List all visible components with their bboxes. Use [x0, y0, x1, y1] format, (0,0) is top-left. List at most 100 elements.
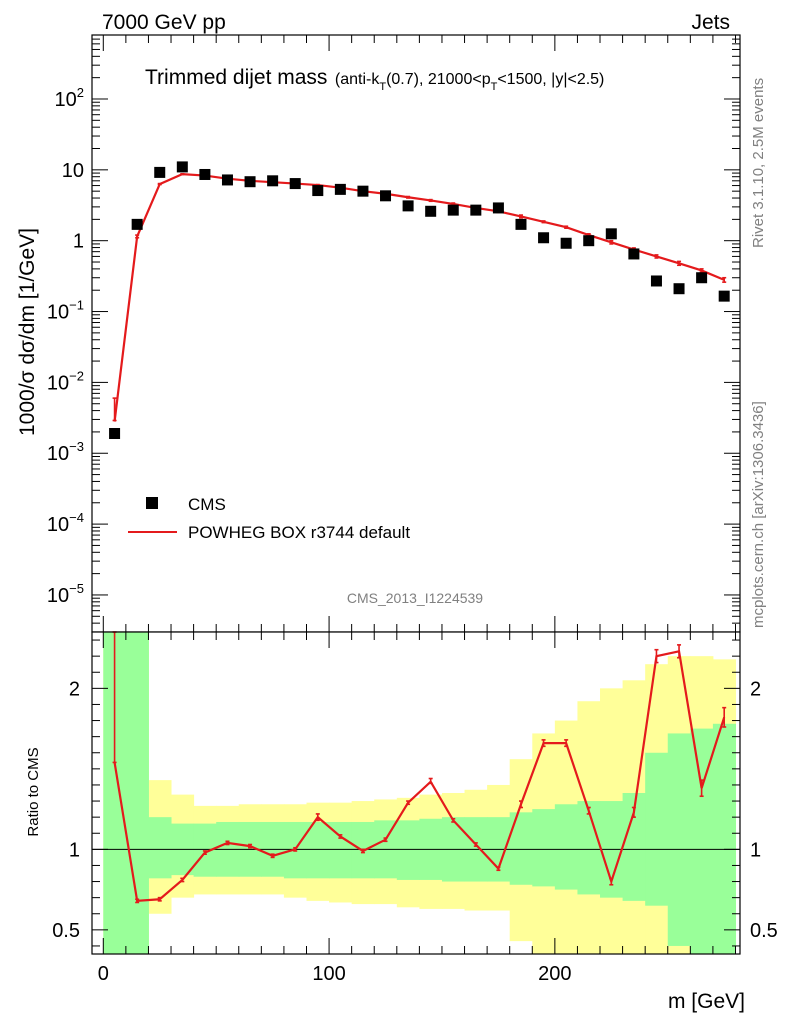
- main-y-tick-label: 10−1: [47, 298, 84, 324]
- cms-data-point: [402, 200, 414, 212]
- ratio-green-band: [148, 817, 172, 879]
- ratio-green-band: [125, 632, 149, 954]
- cms-data-point: [650, 275, 662, 287]
- ratio-green-band: [306, 821, 330, 879]
- main-y-tick-label-exp: 2: [77, 85, 84, 100]
- cms-data-point: [244, 176, 256, 188]
- legend-label-cms: CMS: [188, 495, 226, 514]
- ratio-y-tick-label-left: 2: [69, 678, 80, 700]
- cms-data-point: [447, 204, 459, 216]
- ratio-green-band: [193, 823, 217, 877]
- ratio-green-band: [396, 820, 420, 880]
- ratio-green-band: [329, 821, 353, 879]
- ratio-y-tick-label-left: 0.5: [52, 920, 80, 942]
- x-tick-label: 0: [98, 963, 109, 985]
- ratio-green-band: [103, 632, 127, 954]
- cms-data-point: [628, 248, 640, 260]
- ratio-panel: 0.5 0.5 1 1 2 2 0 100 200 Ratio to CMS m [GeV]: [25, 631, 778, 1013]
- ratio-green-band: [690, 728, 714, 954]
- main-y-axis-label: 1000/σ dσ/dm [1/GeV]: [16, 228, 39, 436]
- powheg-line: [113, 173, 725, 422]
- chart-title: Trimmed dijet mass (anti-kT(0.7), 21000<…: [145, 66, 604, 93]
- chart-title-sub-a: T: [379, 81, 386, 93]
- cms-data-point: [312, 185, 324, 197]
- main-y-tick-label-base: 10: [47, 372, 69, 394]
- cms-data-point: [673, 283, 685, 295]
- ratio-green-band: [645, 752, 669, 906]
- cms-data-point: [289, 178, 301, 190]
- chart-title-part-b: (0.7), 21000<p: [386, 71, 491, 88]
- ratio-green-band: [667, 733, 691, 946]
- ratio-green-band: [554, 804, 578, 890]
- cms-data-point: [696, 272, 708, 284]
- mcplots-label: mcplots.cern.ch [arXiv:1306.3436]: [750, 401, 767, 628]
- cms-data-point: [380, 190, 392, 202]
- cms-marker-series: [109, 161, 730, 439]
- header-right: Jets: [691, 11, 730, 34]
- main-plot-area: [92, 35, 740, 632]
- cms-data-point: [267, 175, 279, 187]
- cms-data-point: [425, 205, 437, 217]
- cms-data-point: [560, 237, 572, 249]
- cms-data-point: [109, 427, 121, 439]
- chart-title-part-c: <1500, |y|<2.5): [497, 71, 604, 88]
- main-y-tick-label-base: 1: [73, 231, 84, 253]
- main-y-tick-label-exp: −1: [69, 298, 84, 313]
- main-y-tick-label-exp: −5: [69, 581, 84, 596]
- cms-data-point: [176, 161, 188, 173]
- legend-marker-cms: [146, 497, 158, 509]
- header-left: 7000 GeV pp: [102, 11, 226, 34]
- main-y-tick-label-exp: −4: [69, 510, 84, 525]
- cms-data-point: [492, 202, 504, 214]
- cms-data-point: [605, 228, 617, 240]
- cms-data-point: [154, 166, 166, 178]
- ratio-powheg-series: [112, 631, 727, 904]
- ratio-uncertainty-bands: [103, 632, 736, 954]
- main-y-tick-label-base: 10: [47, 443, 69, 465]
- ratio-y-axis-label: Ratio to CMS: [25, 747, 42, 836]
- main-y-tick-label: 1: [73, 231, 84, 253]
- ratio-green-band: [532, 809, 556, 887]
- main-y-tick-label: 102: [55, 85, 84, 111]
- main-y-tick-label-base: 10: [47, 302, 69, 324]
- ratio-green-band: [712, 723, 736, 954]
- x-axis-label: m [GeV]: [668, 990, 745, 1013]
- main-y-tick-label-base: 10: [55, 89, 77, 111]
- main-y-tick-label: 10−2: [47, 368, 84, 394]
- cms-data-point: [583, 235, 595, 247]
- ratio-y-tick-label-right: 1: [750, 839, 761, 861]
- ratio-y-tick-label-right: 2: [750, 678, 761, 700]
- cms-data-point: [221, 174, 233, 186]
- main-y-tick-label: 10−3: [47, 439, 84, 465]
- cms-data-point: [199, 168, 211, 180]
- rivet-version-label: Rivet 3.1.10, 2.5M events: [750, 78, 767, 248]
- main-y-tick-label-base: 10: [62, 160, 84, 182]
- chart-title-main: Trimmed dijet mass: [145, 66, 327, 89]
- ratio-tick-labels: 0.5 0.5 1 1 2 2 0 100 200: [52, 678, 778, 985]
- ratio-powheg-line: [113, 650, 726, 903]
- analysis-id: CMS_2013_I1224539: [347, 590, 483, 606]
- cms-data-point: [718, 290, 730, 302]
- cms-data-point: [131, 218, 143, 230]
- chart-title-sub-b: T: [491, 81, 498, 93]
- ratio-y-tick-label-left: 1: [69, 839, 80, 861]
- main-y-tick-label-exp: −3: [69, 439, 84, 454]
- cms-data-point: [357, 185, 369, 197]
- cms-data-point: [515, 218, 527, 230]
- ratio-green-band: [622, 793, 646, 901]
- main-y-tick-label: 10−5: [47, 581, 84, 607]
- main-y-tick-label: 10−4: [47, 510, 84, 536]
- ratio-plot-frame: [91, 631, 741, 955]
- ratio-y-tick-label-right: 0.5: [750, 920, 778, 942]
- cms-data-point: [470, 204, 482, 216]
- main-y-tick-label-base: 10: [47, 514, 69, 536]
- cms-data-point: [334, 183, 346, 195]
- cms-data-point: [538, 232, 550, 244]
- main-y-tick-label-exp: −2: [69, 368, 84, 383]
- ratio-green-band: [577, 801, 601, 895]
- main-axis-ticks: [92, 34, 740, 633]
- main-y-tick-label-base: 10: [47, 585, 69, 607]
